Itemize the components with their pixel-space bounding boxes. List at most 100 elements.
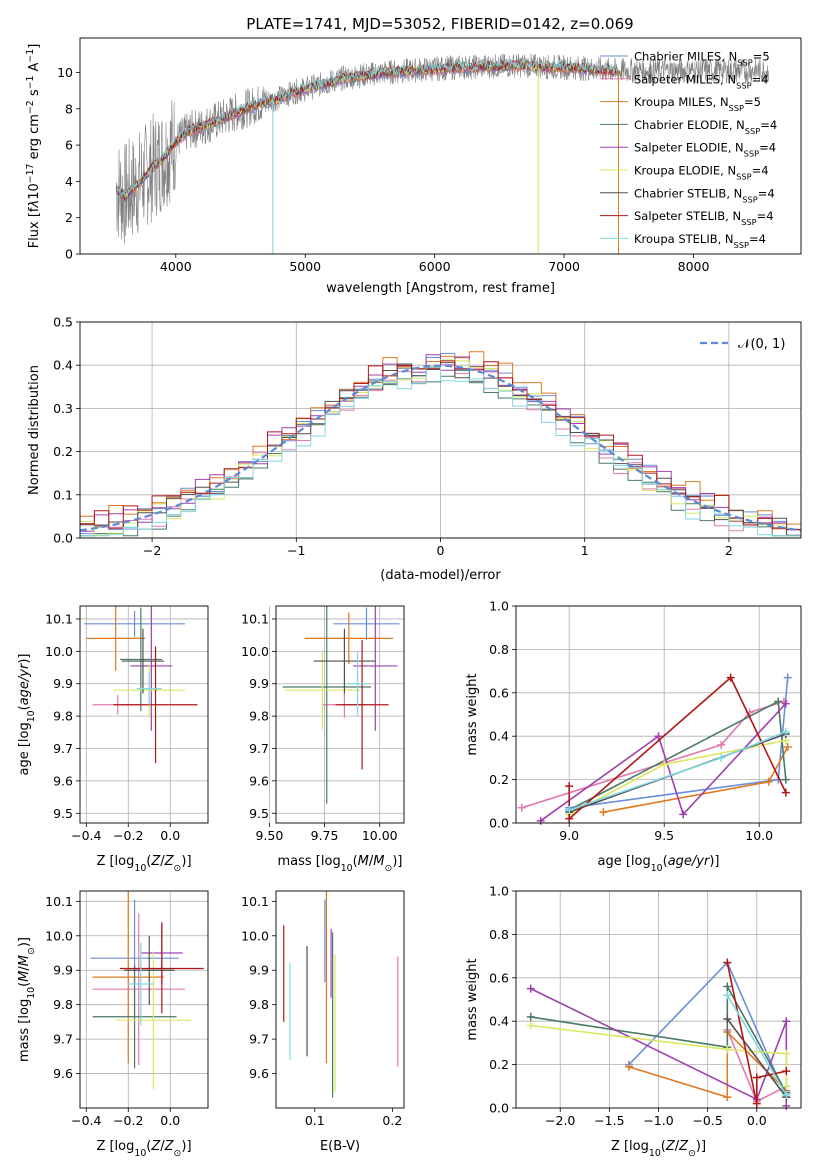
y-tick-label: 10: [57, 65, 73, 80]
y-tick-label: 10.1: [45, 611, 73, 626]
z-vs-age-panel: −0.4 −0.2 0.0 9.5 9.6 9.7 9.8 9.9 10.0 10.1 Z [log…: [17, 605, 209, 874]
error-bars: [282, 606, 400, 804]
weight-marker: [565, 805, 574, 814]
weight-marker: [764, 777, 773, 786]
weight-marker: [599, 808, 608, 817]
weight-series-salpeter-elodie: [536, 699, 790, 825]
y-tick-label: 0.4: [53, 358, 73, 373]
error-bars: [283, 891, 399, 1098]
legend-label: 𝒩(0, 1): [738, 337, 785, 352]
data-point: [130, 606, 173, 731]
data-point: [335, 640, 389, 770]
weight-marker: [774, 697, 783, 706]
x-tick-label: 1: [581, 543, 589, 558]
axes-frame: [79, 890, 209, 1109]
y-tick-label: 9.8: [53, 997, 73, 1012]
y-tick-label: 0.6: [489, 970, 509, 985]
y-tick-label: 2: [65, 210, 73, 225]
weight-marker: [723, 1015, 732, 1024]
y-tick-label: 9.5: [53, 806, 73, 821]
age-weights-panel: 9.0 9.5 10.0 0.0 0.2 0.4 0.6 0.8 1.0 age [log10(a…: [465, 599, 802, 874]
x-tick-label: 0.0: [747, 1113, 767, 1128]
weight-marker: [782, 1049, 791, 1058]
data-point: [284, 651, 360, 730]
weight-marker: [723, 991, 732, 1000]
figure-title: PLATE=1741, MJD=53052, FIBERID=0142, z=0…: [246, 15, 633, 33]
legend-label: Kroupa STELIB, NSSP=4: [634, 232, 766, 250]
y-tick-label: 10.0: [45, 928, 73, 943]
x-tick-label: 10.00: [362, 828, 398, 843]
x-axis-label: (data-model)/error: [380, 568, 501, 583]
data-point: [119, 923, 204, 1014]
weight-marker: [526, 1021, 535, 1030]
data-point: [124, 935, 175, 1005]
x-axis-label: wavelength [Angstrom, rest frame]: [326, 281, 555, 296]
y-tick-label: 0.0: [489, 816, 509, 831]
x-tick-label: 0: [437, 543, 445, 558]
y-tick-label: 9.9: [53, 676, 73, 691]
y-tick-label: 8: [65, 101, 73, 116]
weight-line: [628, 1030, 787, 1099]
weight-marker: [752, 1099, 761, 1108]
y-tick-label: 1.0: [489, 599, 509, 614]
weight-marker: [781, 788, 790, 797]
legend-label: Salpeter MILES, NSSP=4: [634, 72, 769, 90]
y-tick-label: 0.0: [53, 531, 73, 546]
data-point: [128, 942, 154, 1026]
y-tick-label: 0.4: [489, 1014, 509, 1029]
y-tick-label: 4: [65, 174, 73, 189]
weight-series-kroupa-stelib: [565, 727, 790, 814]
y-tick-label: 0.6: [489, 685, 509, 700]
y-tick-label: 9.8: [249, 997, 269, 1012]
y-tick-label: 0.1: [53, 487, 73, 502]
y-tick-label: 9.7: [53, 1032, 73, 1047]
z-vs-mass-panel: −0.4 −0.2 0.0 9.6 9.7 9.8 9.9 10.0 10.1 Z [log10(…: [17, 890, 209, 1159]
y-axis-label: Flux [fλ10−17 erg cm−2 s−1 A−1]: [25, 44, 43, 249]
x-axis-label: age [log10(age/yr)]: [597, 854, 719, 874]
weight-marker: [783, 743, 792, 752]
x-axis-label: mass [log10(M/M⊙)]: [278, 854, 403, 874]
data-point: [92, 913, 185, 1065]
x-tick-label: 9.5: [654, 828, 674, 843]
axes-frame: [515, 890, 802, 1109]
y-tick-label: 0.8: [489, 927, 509, 942]
weight-marker: [723, 1093, 732, 1102]
y-tick-label: 0.2: [53, 444, 73, 459]
y-tick-label: 6: [65, 138, 73, 153]
y-tick-label: 9.7: [249, 1032, 269, 1047]
weight-marker: [536, 816, 545, 825]
weight-marker: [679, 810, 688, 819]
y-tick-label: 9.9: [53, 963, 73, 978]
weight-marker: [526, 984, 535, 993]
y-tick-label: 9.6: [53, 773, 73, 788]
x-axis-label: Z [log10(Z/Z⊙)]: [96, 854, 191, 874]
x-tick-label: −2: [143, 543, 161, 558]
data-point: [92, 965, 177, 1069]
weight-marker: [782, 1090, 791, 1099]
x-tick-label: 0.2: [382, 1113, 402, 1128]
y-tick-label: 1.0: [489, 884, 509, 899]
weight-marker: [565, 782, 574, 791]
x-tick-label: 0.0: [160, 1113, 180, 1128]
x-axis-label: Z [log10(Z/Z⊙)]: [96, 1139, 191, 1159]
x-tick-label: 0.0: [160, 828, 180, 843]
y-tick-label: 9.7: [249, 741, 269, 756]
y-tick-label: 9.6: [249, 1066, 269, 1081]
y-tick-label: 9.6: [53, 1066, 73, 1081]
y-tick-label: 0.4: [489, 729, 509, 744]
y-tick-label: 9.6: [249, 773, 269, 788]
weight-line: [569, 677, 789, 809]
x-tick-label: −1.0: [643, 1113, 673, 1128]
weight-line: [726, 1018, 787, 1098]
x-tick-label: −0.2: [113, 1113, 143, 1128]
legend-label: Salpeter STELIB, NSSP=4: [634, 209, 774, 227]
weight-marker: [783, 673, 792, 682]
weight-marker: [781, 727, 790, 736]
weight-series-kroupa-stelib: [723, 991, 791, 1099]
weight-marker: [781, 775, 790, 784]
axes-frame: [515, 605, 802, 824]
y-axis-label: mass [log10(M/M⊙)]: [17, 937, 37, 1062]
x-tick-label: −2.0: [545, 1113, 575, 1128]
weight-line: [521, 700, 785, 809]
weight-marker: [717, 753, 726, 762]
